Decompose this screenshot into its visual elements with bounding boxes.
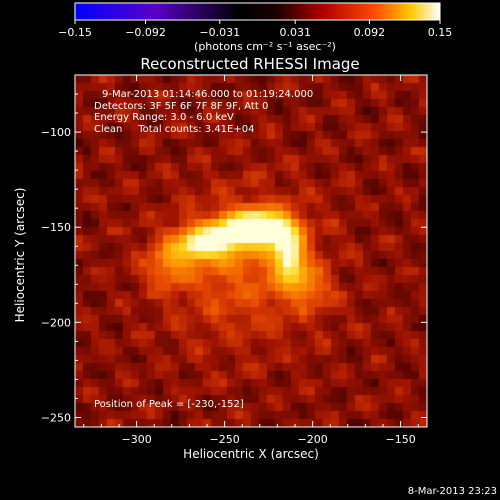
- colorbar: −0.15 −0.092 −0.031 0.031 0.092 0.15 (photons…: [58, 2, 452, 53]
- colorbar-tick-label: 0.15: [428, 26, 453, 39]
- x-axis: −300 −250 −200 −150: [83, 75, 419, 446]
- colorbar-tick-label: 0.031: [279, 26, 311, 39]
- x-tick-label: −200: [297, 433, 327, 446]
- colorbar-ticks: −0.15 −0.092 −0.031 0.031 0.092 0.15: [58, 20, 452, 39]
- annotation-peak-position: Position of Peak = [-230,-152]: [94, 399, 244, 410]
- plot-frame: [74, 74, 428, 428]
- colorbar-gradient: [74, 2, 441, 21]
- annotation-clean: Clean Total counts: 3.41E+04: [94, 124, 254, 135]
- heatmap-image: [75, 75, 427, 427]
- colorbar-tick-label: −0.092: [125, 26, 166, 39]
- y-axis-label: Heliocentric Y (arcsec): [13, 188, 27, 323]
- annotation-detectors: Detectors: 3F 5F 6F 7F 8F 9F, Att 0: [94, 101, 268, 112]
- y-axis: −100 −150 −200 −250: [41, 93, 427, 424]
- x-tick-label: −250: [209, 433, 239, 446]
- x-tick-label: −150: [385, 433, 415, 446]
- y-tick-label: −150: [41, 221, 71, 234]
- y-tick-label: −100: [41, 126, 71, 139]
- colorbar-units-label: (photons cm⁻² s⁻¹ asec⁻²): [194, 40, 336, 53]
- colorbar-tick-label: 0.092: [354, 26, 386, 39]
- chart-title: Reconstructed RHESSI Image: [140, 55, 359, 73]
- y-tick-label: −250: [41, 411, 71, 424]
- colorbar-tick-label: −0.15: [58, 26, 92, 39]
- footer-timestamp: 8-Mar-2013 23:23: [408, 486, 497, 497]
- annotation-time-range: 9-Mar-2013 01:14:46.000 to 01:19:24.000: [102, 89, 313, 100]
- colorbar-tick-label: −0.031: [199, 26, 240, 39]
- y-tick-label: −200: [41, 316, 71, 329]
- x-tick-label: −300: [121, 433, 151, 446]
- annotation-energy: Energy Range: 3.0 - 6.0 keV: [94, 112, 234, 123]
- x-axis-label: Heliocentric X (arcsec): [183, 447, 319, 461]
